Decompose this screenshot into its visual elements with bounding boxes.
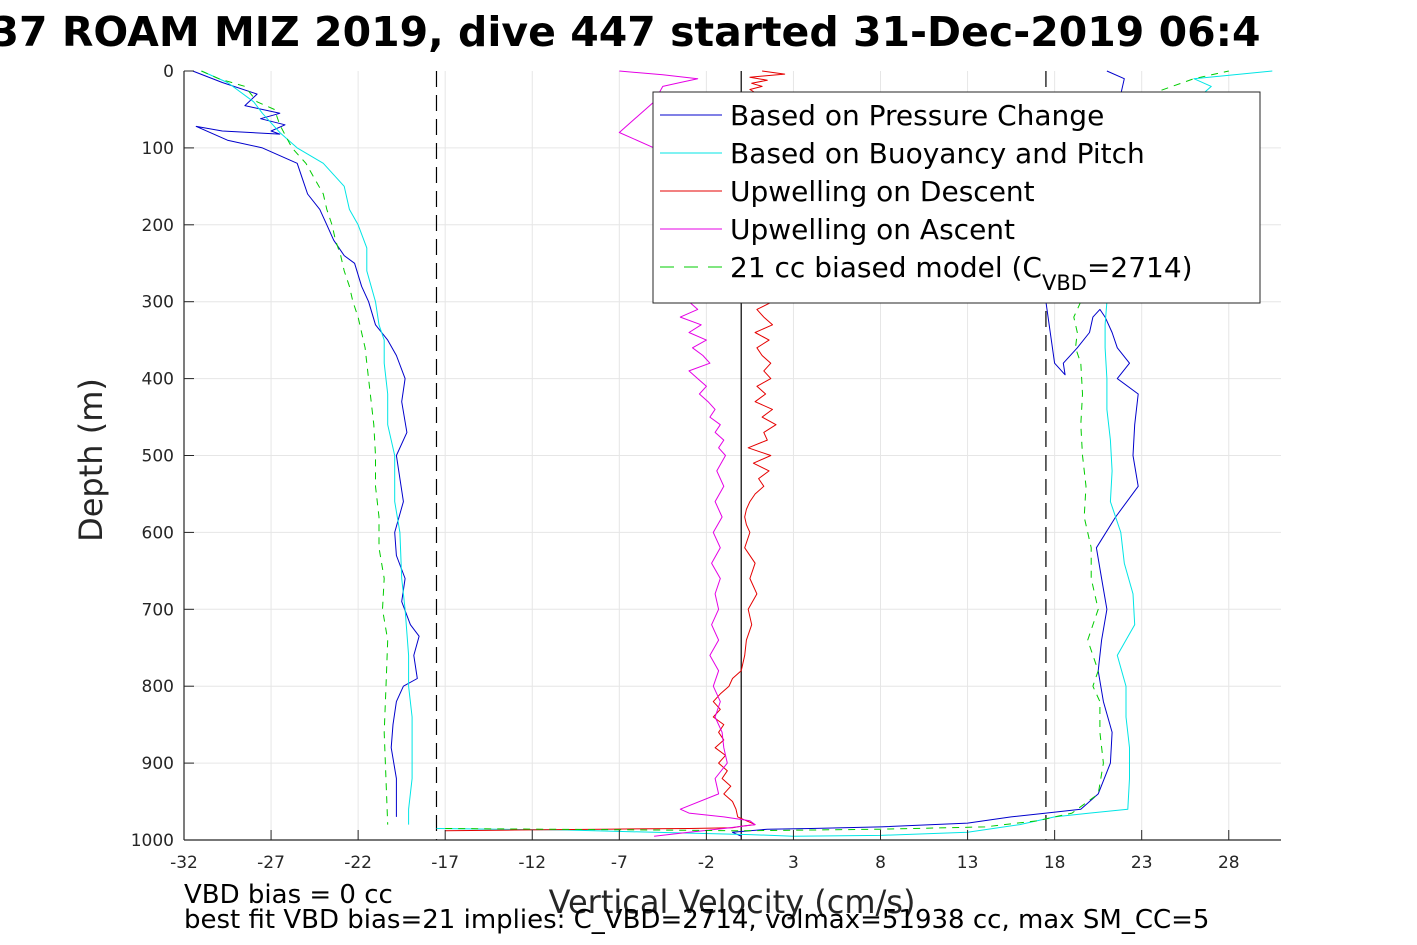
chart-title: 537 ROAM MIZ 2019, dive 447 started 31-D… (0, 8, 1261, 56)
y-tick-label: 400 (142, 370, 174, 390)
y-tick-label: 800 (142, 677, 174, 697)
y-tick-label: 600 (142, 523, 174, 543)
legend-label: Upwelling on Descent (730, 175, 1035, 208)
y-tick-label: 100 (142, 139, 174, 159)
y-tick-label: 1000 (131, 831, 174, 851)
y-tick-label: 500 (142, 447, 174, 467)
x-axis-label: Vertical Velocity (cm/s) (549, 883, 916, 921)
x-tick-label: -7 (611, 853, 628, 873)
x-tick-label: 8 (875, 853, 886, 873)
y-tick-label: 200 (142, 216, 174, 236)
x-tick-label: -2 (698, 853, 715, 873)
y-tick-label: 300 (142, 293, 174, 313)
x-tick-label: 18 (1044, 853, 1066, 873)
best-fit-note: best fit VBD bias=21 implies: C_VBD=2714… (184, 905, 1209, 935)
x-tick-label: -12 (518, 853, 546, 873)
vbd-bias-note: VBD bias = 0 cc (184, 880, 393, 910)
y-tick-label: 900 (142, 754, 174, 774)
x-tick-label: -22 (344, 853, 372, 873)
legend-label: 21 cc biased model (CVBD=2714) (730, 251, 1193, 295)
series-line-1 (732, 70, 1139, 837)
y-tick-label: 0 (163, 62, 174, 82)
legend-label: Based on Buoyancy and Pitch (730, 137, 1145, 170)
legend-label: Based on Pressure Change (730, 99, 1104, 132)
x-tick-label: 3 (788, 853, 799, 873)
x-tick-label: 23 (1131, 853, 1153, 873)
x-tick-label: 28 (1218, 853, 1240, 873)
series-line-5 (201, 70, 389, 825)
series-line-1 (192, 70, 420, 817)
x-ticks: -32 -27 -22 -17 -12 -7 -2 3 8 13 18 23 28 (170, 830, 1240, 873)
y-axis-label: Depth (m) (72, 378, 110, 542)
x-tick-label: -27 (257, 853, 285, 873)
series-line-3 (445, 70, 786, 832)
legend-label: Upwelling on Ascent (730, 213, 1015, 246)
x-tick-label: -17 (431, 853, 459, 873)
series-line-2 (201, 70, 413, 825)
y-ticks: 0 100 200 300 400 500 600 700 800 900 1000 (131, 62, 194, 851)
legend-box (652, 91, 1261, 304)
y-tick-label: 700 (142, 600, 174, 620)
x-tick-label: 13 (957, 853, 979, 873)
x-tick-label: -32 (170, 853, 198, 873)
legend: Based on Pressure Change Based on Buoyanc… (652, 91, 1261, 304)
series-line-4 (654, 301, 756, 837)
